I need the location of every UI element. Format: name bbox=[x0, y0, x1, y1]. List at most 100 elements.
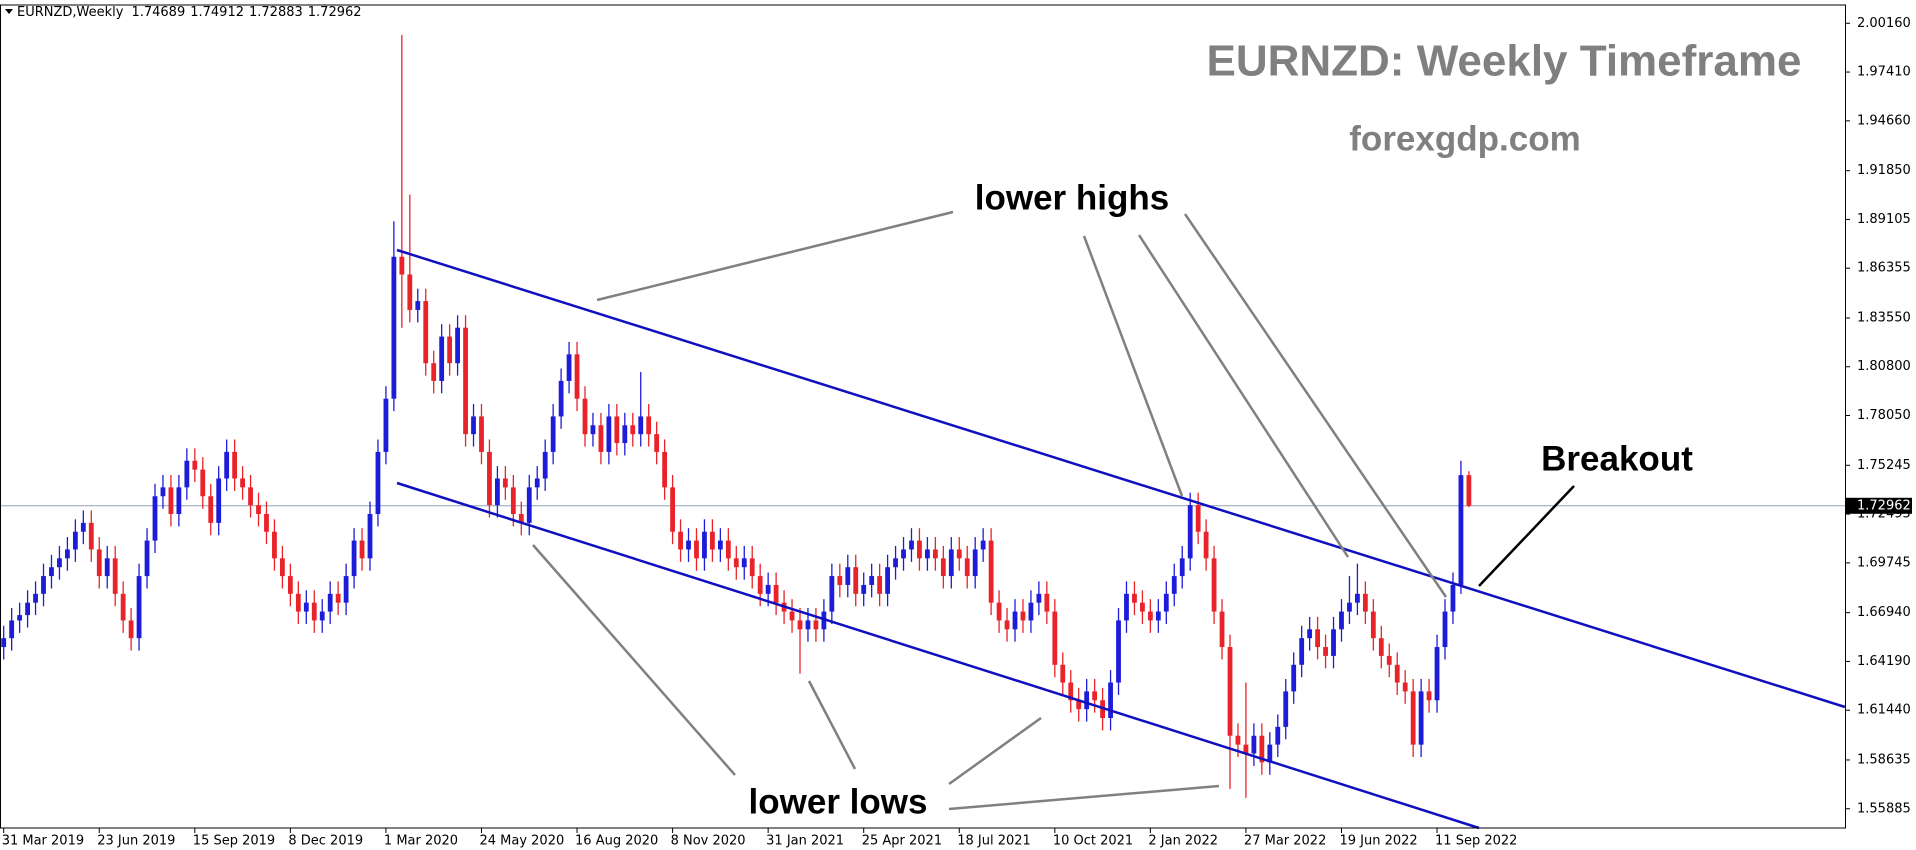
y-tick-label: 1.78050 bbox=[1857, 408, 1911, 423]
y-tick-label: 1.75245 bbox=[1857, 458, 1911, 473]
x-tick-label: 8 Nov 2020 bbox=[671, 834, 746, 849]
y-tick-label: 1.89105 bbox=[1857, 212, 1911, 227]
x-tick-label: 27 Mar 2022 bbox=[1244, 834, 1326, 849]
candle-body bbox=[877, 576, 883, 594]
candle-body bbox=[1068, 682, 1074, 701]
y-tick-label: 1.64190 bbox=[1857, 654, 1911, 669]
candle-body bbox=[948, 549, 954, 577]
candle-body bbox=[128, 620, 134, 639]
drawings: EURNZD: Weekly Timeframe forexgdp.com lo… bbox=[396, 37, 1846, 830]
candle-body bbox=[1442, 611, 1448, 648]
candle-body bbox=[710, 531, 715, 550]
candle-body bbox=[367, 513, 373, 559]
candle-body bbox=[813, 620, 819, 630]
candle-body bbox=[1323, 647, 1328, 656]
candle-body bbox=[996, 602, 1002, 621]
candle-body bbox=[327, 593, 333, 612]
candle-body bbox=[1171, 576, 1177, 594]
candle-body bbox=[1147, 611, 1153, 621]
header: EURNZD,Weekly 1.74689 1.74912 1.72883 1.7296… bbox=[5, 5, 362, 20]
plot-frame bbox=[0, 4, 1846, 829]
pointer bbox=[807, 680, 857, 770]
y-tick-label: 1.86355 bbox=[1857, 261, 1911, 276]
pointer bbox=[596, 210, 954, 302]
candle-body bbox=[614, 416, 620, 444]
y-tick-label: 2.00160 bbox=[1857, 16, 1911, 31]
header-text: EURNZD,Weekly 1.74689 1.74912 1.72883 1.7296… bbox=[17, 5, 362, 20]
candle-body bbox=[725, 540, 731, 559]
candle-body bbox=[335, 593, 341, 603]
candle-body bbox=[295, 593, 301, 612]
candle-body bbox=[1076, 700, 1082, 710]
y-tick-label: 1.55885 bbox=[1857, 801, 1911, 816]
candle-body bbox=[988, 540, 994, 603]
candle-body bbox=[1426, 691, 1432, 701]
candle-body bbox=[224, 451, 230, 479]
candle-body bbox=[885, 567, 890, 594]
candle-body bbox=[359, 540, 365, 559]
candle-body bbox=[638, 416, 644, 435]
x-tick-label: 31 Jan 2021 bbox=[766, 834, 844, 849]
candle-body bbox=[932, 549, 938, 559]
candle-body bbox=[415, 301, 421, 310]
y-tick-label: 1.97410 bbox=[1857, 65, 1911, 80]
y-tick-label: 1.80800 bbox=[1857, 359, 1911, 374]
candle-body bbox=[1004, 620, 1010, 630]
candle-body bbox=[399, 256, 405, 275]
candle-body bbox=[940, 558, 946, 577]
candle-body bbox=[909, 540, 914, 550]
candle-body bbox=[821, 611, 827, 630]
candle-body bbox=[550, 416, 556, 452]
candle-body bbox=[526, 487, 532, 523]
candle-body bbox=[845, 567, 851, 585]
candle-body bbox=[375, 451, 381, 514]
candle-body bbox=[303, 602, 309, 612]
candle-body bbox=[1163, 593, 1169, 612]
price-tag bbox=[1846, 497, 1912, 514]
y-tick-label: 1.61440 bbox=[1857, 703, 1911, 718]
candle-body bbox=[1132, 593, 1137, 603]
open: 1.74689 bbox=[131, 5, 185, 20]
candle-body bbox=[351, 540, 357, 577]
candle-body bbox=[757, 576, 763, 594]
candle-body bbox=[534, 478, 540, 488]
x-tick-label: 23 Jun 2019 bbox=[97, 834, 175, 849]
candle-body bbox=[192, 460, 198, 470]
candle-body bbox=[152, 496, 158, 541]
candle-body bbox=[964, 558, 970, 577]
x-tick-label: 18 Jul 2021 bbox=[957, 834, 1031, 849]
x-tick-label: 31 Mar 2019 bbox=[2, 834, 84, 849]
candle-body bbox=[1362, 593, 1368, 612]
candle-body bbox=[1267, 744, 1273, 763]
candle-body bbox=[9, 620, 15, 639]
candle-body bbox=[1124, 593, 1129, 621]
header-icon bbox=[5, 9, 13, 14]
upper-trend-line bbox=[396, 248, 1846, 709]
candle-body bbox=[686, 540, 691, 550]
candle-body bbox=[160, 487, 166, 497]
candle-body bbox=[1108, 682, 1113, 719]
candle-body bbox=[1450, 584, 1456, 612]
y-tick-label: 1.66940 bbox=[1857, 605, 1911, 620]
x-tick-label: 10 Oct 2021 bbox=[1053, 834, 1133, 849]
candle-body bbox=[287, 576, 293, 594]
candle-body bbox=[1331, 629, 1336, 656]
candle-body bbox=[1140, 602, 1145, 612]
candle-body bbox=[606, 416, 612, 452]
candle-body bbox=[574, 354, 580, 399]
candle-body bbox=[80, 522, 86, 532]
breakout-pointer bbox=[1478, 485, 1575, 587]
x-tick-label: 16 Aug 2020 bbox=[575, 834, 658, 849]
candle-body bbox=[518, 513, 524, 523]
candle-body bbox=[1394, 664, 1400, 683]
candle-body bbox=[33, 593, 38, 603]
candle-body bbox=[455, 327, 460, 364]
candle-body bbox=[184, 460, 190, 488]
candle-body bbox=[57, 558, 62, 568]
candle-body bbox=[479, 416, 484, 452]
candle-body bbox=[1458, 475, 1464, 585]
candle-body bbox=[1355, 593, 1360, 603]
candle-body bbox=[1012, 611, 1018, 630]
candle-body bbox=[1418, 691, 1424, 745]
candle-body bbox=[1, 638, 7, 648]
